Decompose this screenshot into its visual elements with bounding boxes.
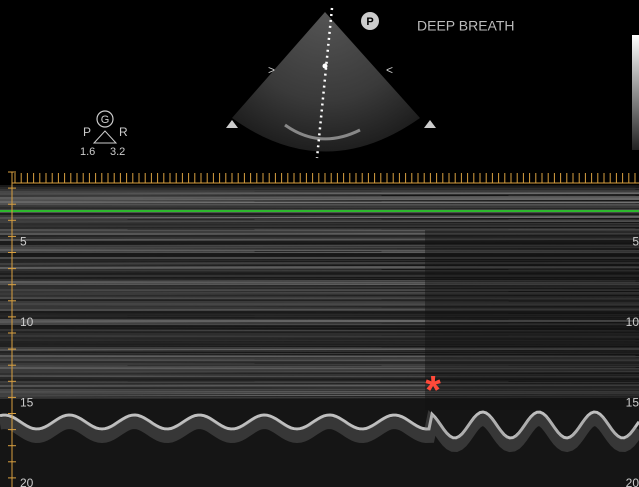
tissue-band bbox=[0, 228, 639, 229]
depth-label: 5 bbox=[632, 235, 639, 249]
depth-label: 10 bbox=[20, 315, 34, 329]
depth-label: 15 bbox=[20, 396, 34, 410]
depth-label: 10 bbox=[626, 315, 639, 329]
tissue-band bbox=[0, 190, 639, 191]
annotation-asterisk: * bbox=[425, 369, 441, 413]
orientation-left-value: 1.6 bbox=[80, 146, 95, 158]
gray-bar bbox=[632, 35, 639, 150]
m-line-focus bbox=[323, 64, 328, 69]
tissue-band bbox=[0, 221, 639, 222]
tissue-band bbox=[0, 207, 639, 208]
m-mode-trace bbox=[0, 185, 639, 487]
sector-marker: > bbox=[268, 63, 275, 77]
mode-label: DEEP BREATH bbox=[417, 18, 515, 34]
orientation-right-value: 3.2 bbox=[110, 146, 125, 158]
depth-label: 15 bbox=[626, 396, 639, 410]
orientation-left: P bbox=[83, 125, 91, 139]
tissue-band bbox=[0, 217, 639, 218]
sector-marker: < bbox=[386, 63, 393, 77]
orientation-right: R bbox=[119, 125, 128, 139]
depth-label: 5 bbox=[20, 235, 27, 249]
tissue-band bbox=[0, 199, 639, 200]
tissue-band bbox=[0, 204, 639, 205]
motion-band bbox=[425, 230, 639, 410]
tissue-band bbox=[0, 193, 639, 194]
tissue-band bbox=[0, 186, 639, 187]
probe-badge: P bbox=[366, 16, 373, 28]
ultrasound-screen: > < P DEEP BREATH G P R 1.6 3.2 5 10 15 20 5… bbox=[0, 0, 639, 487]
depth-label: 20 bbox=[20, 476, 34, 487]
orientation-badge: G bbox=[101, 114, 110, 126]
depth-label: 20 bbox=[626, 476, 639, 487]
